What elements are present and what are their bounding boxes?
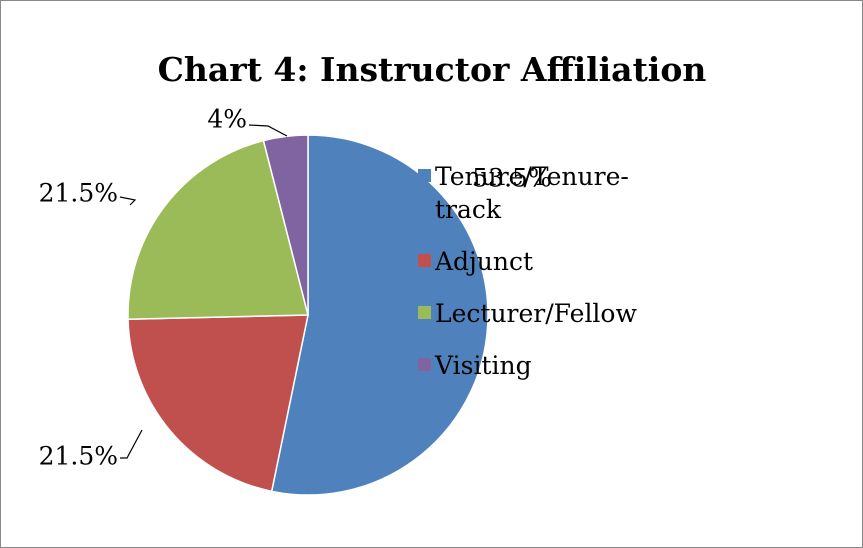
- legend-swatch: [418, 306, 431, 319]
- leader-line: [119, 196, 137, 206]
- data-label: 4%: [207, 105, 247, 134]
- leader-line: [248, 124, 288, 137]
- pie-slice: [127, 139, 309, 320]
- pie-slice: [127, 314, 309, 493]
- leader-line: [120, 429, 143, 459]
- legend: Tenure/Tenure-track Adjunct Lecturer/Fello…: [418, 160, 668, 401]
- legend-item: Visiting: [418, 349, 668, 382]
- data-label: 53.5%: [472, 164, 551, 193]
- data-label: 21.5%: [39, 442, 118, 471]
- legend-item: Tenure/Tenure-track: [418, 160, 668, 226]
- pie-slice: [270, 134, 489, 496]
- legend-swatch: [418, 169, 431, 182]
- data-label: 21.5%: [39, 179, 118, 208]
- legend-label: Lecturer/Fellow: [435, 299, 637, 328]
- legend-item: Adjunct: [418, 245, 668, 278]
- legend-label: Tenure/Tenure-track: [435, 162, 629, 224]
- legend-label: Visiting: [435, 351, 532, 380]
- pie-slice: [262, 134, 309, 316]
- legend-item: Lecturer/Fellow: [418, 297, 668, 330]
- legend-swatch: [418, 254, 431, 267]
- chart-title: Chart 4: Instructor Affiliation: [158, 50, 707, 89]
- legend-label: Adjunct: [435, 247, 534, 276]
- legend-swatch: [418, 358, 431, 371]
